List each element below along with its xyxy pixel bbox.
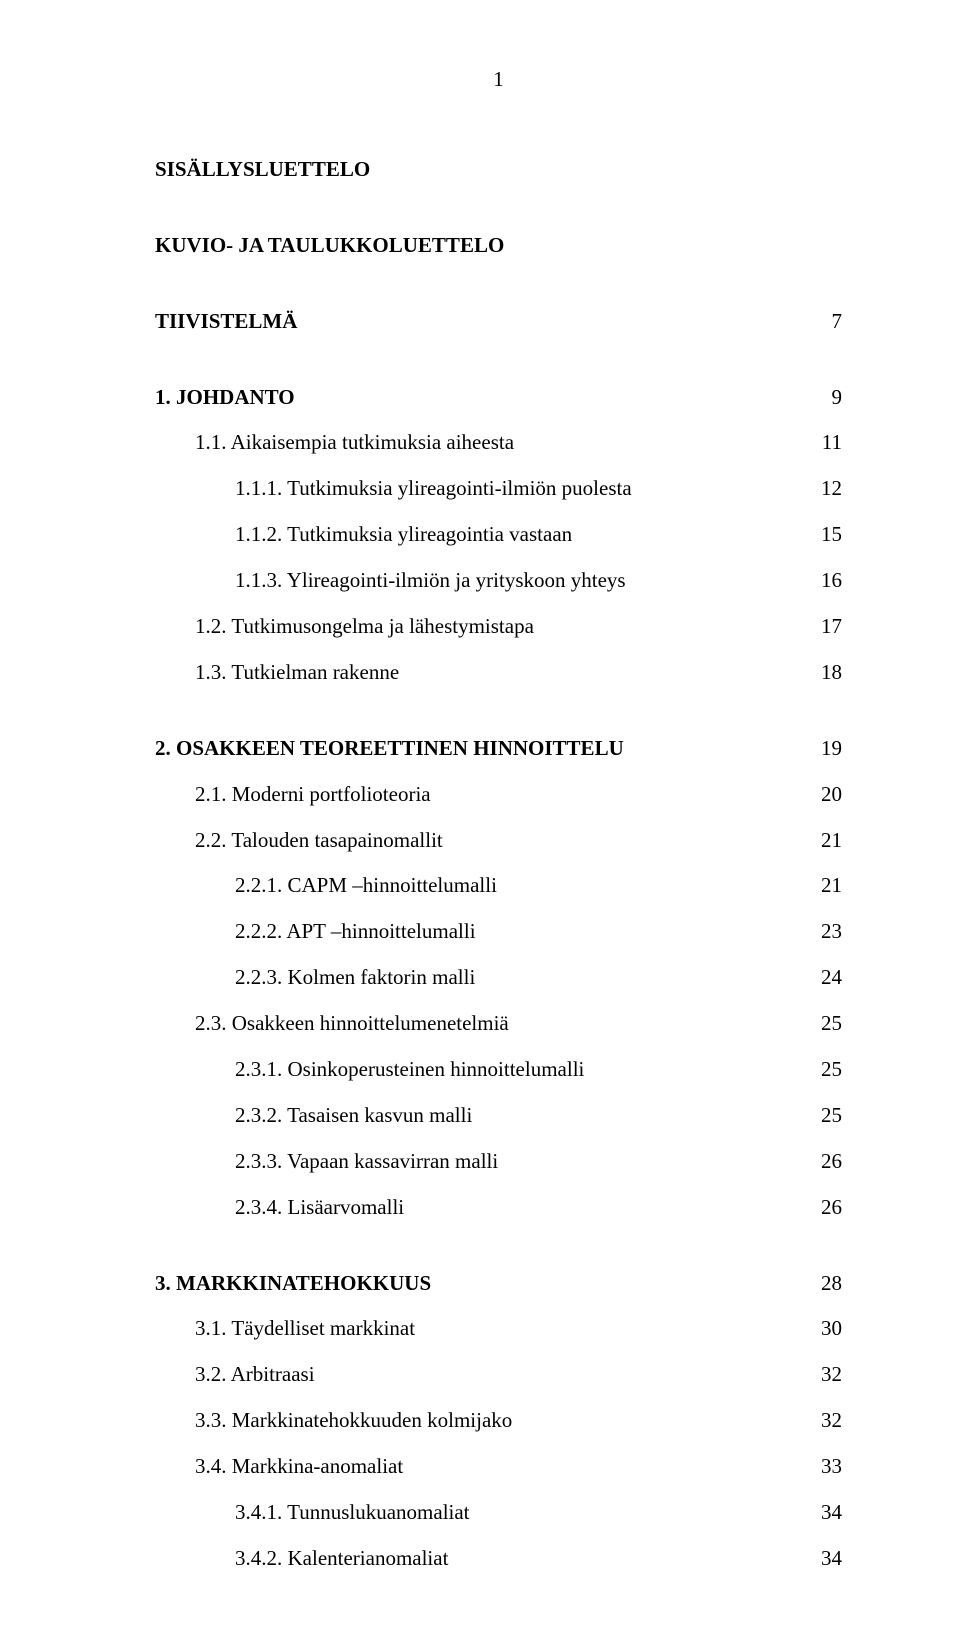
toc-label: 2. OSAKKEEN TEOREETTINEN HINNOITTELU [155, 729, 812, 769]
toc-page-num: 25 [812, 1004, 842, 1044]
toc-label: 2.3.1. Osinkoperusteinen hinnoittelumall… [155, 1050, 812, 1090]
toc-label: 1.1.2. Tutkimuksia ylireagointia vastaan [155, 515, 812, 555]
toc-page-num: 25 [812, 1050, 842, 1090]
toc-page-num: 26 [812, 1142, 842, 1182]
toc-page-num: 15 [812, 515, 842, 555]
toc-chapters: 1. JOHDANTO91.1. Aikaisempia tutkimuksia… [155, 378, 842, 1579]
toc-label: 2.2.1. CAPM –hinnoittelumalli [155, 866, 812, 906]
toc-row: 2.3.3. Vapaan kassavirran malli26 [155, 1142, 842, 1182]
page-number: 1 [155, 60, 842, 100]
toc-row: 3.3. Markkinatehokkuuden kolmijako32 [155, 1401, 842, 1441]
toc-page-num: 19 [812, 729, 842, 769]
toc-row: 2.3. Osakkeen hinnoittelumenetelmiä25 [155, 1004, 842, 1044]
toc-label: 3.4.1. Tunnuslukuanomaliat [155, 1493, 812, 1533]
toc-label: 1.1.1. Tutkimuksia ylireagointi-ilmiön p… [155, 469, 812, 509]
toc-label: 2.1. Moderni portfolioteoria [155, 775, 812, 815]
toc-label: 1.1. Aikaisempia tutkimuksia aiheesta [155, 423, 812, 463]
toc-label: 3.1. Täydelliset markkinat [155, 1309, 812, 1349]
toc-row: 2.2.2. APT –hinnoittelumalli23 [155, 912, 842, 952]
toc-page-num: 17 [812, 607, 842, 647]
toc-page-num: 9 [812, 378, 842, 418]
toc-chapter-row: 2. OSAKKEEN TEOREETTINEN HINNOITTELU19 [155, 729, 842, 769]
toc-row: 2.1. Moderni portfolioteoria20 [155, 775, 842, 815]
toc-row: 2.3.1. Osinkoperusteinen hinnoittelumall… [155, 1050, 842, 1090]
toc-row: 1.3. Tutkielman rakenne18 [155, 653, 842, 693]
toc-page-num: 33 [812, 1447, 842, 1487]
toc-label: TIIVISTELMÄ [155, 302, 812, 342]
toc-row: 3.4.1. Tunnuslukuanomaliat34 [155, 1493, 842, 1533]
toc-row: 2.2. Talouden tasapainomallit21 [155, 821, 842, 861]
toc-page-num: 32 [812, 1401, 842, 1441]
toc-label: 1.3. Tutkielman rakenne [155, 653, 812, 693]
toc-page: 1 SISÄLLYSLUETTELO KUVIO- JA TAULUKKOLUE… [0, 0, 960, 1639]
toc-label: 3. MARKKINATEHOKKUUS [155, 1264, 812, 1304]
toc-page-num: 24 [812, 958, 842, 998]
heading-sisallysluettelo: SISÄLLYSLUETTELO [155, 150, 842, 190]
toc-label: 2.3.4. Lisäarvomalli [155, 1188, 812, 1228]
toc-label: 2.2.2. APT –hinnoittelumalli [155, 912, 812, 952]
toc-label: 2.3.3. Vapaan kassavirran malli [155, 1142, 812, 1182]
toc-row: 3.4.2. Kalenterianomaliat34 [155, 1539, 842, 1579]
toc-page-num: 32 [812, 1355, 842, 1395]
toc-page-num: 30 [812, 1309, 842, 1349]
toc-row: 2.2.3. Kolmen faktorin malli24 [155, 958, 842, 998]
toc-row: 1.2. Tutkimusongelma ja lähestymistapa17 [155, 607, 842, 647]
toc-row: 3.4. Markkina-anomaliat33 [155, 1447, 842, 1487]
toc-row: 2.3.4. Lisäarvomalli26 [155, 1188, 842, 1228]
toc-label: 3.4.2. Kalenterianomaliat [155, 1539, 812, 1579]
toc-label: 1.2. Tutkimusongelma ja lähestymistapa [155, 607, 812, 647]
toc-page-num: 21 [812, 866, 842, 906]
toc-page-num: 12 [812, 469, 842, 509]
toc-row: 3.2. Arbitraasi32 [155, 1355, 842, 1395]
toc-page-num: 21 [812, 821, 842, 861]
toc-label: 2.3.2. Tasaisen kasvun malli [155, 1096, 812, 1136]
toc-row: 2.3.2. Tasaisen kasvun malli25 [155, 1096, 842, 1136]
toc-label: 1. JOHDANTO [155, 378, 812, 418]
heading-kuvio: KUVIO- JA TAULUKKOLUETTELO [155, 226, 842, 266]
toc-page-num: 26 [812, 1188, 842, 1228]
toc-row: 1.1.1. Tutkimuksia ylireagointi-ilmiön p… [155, 469, 842, 509]
toc-page-num: 16 [812, 561, 842, 601]
toc-page-num: 28 [812, 1264, 842, 1304]
toc-label: 2.2. Talouden tasapainomallit [155, 821, 812, 861]
toc-label: 3.4. Markkina-anomaliat [155, 1447, 812, 1487]
toc-page-num: 34 [812, 1493, 842, 1533]
toc-page-num: 20 [812, 775, 842, 815]
toc-label: 3.2. Arbitraasi [155, 1355, 812, 1395]
toc-row: 1.1.3. Ylireagointi-ilmiön ja yrityskoon… [155, 561, 842, 601]
toc-page-num: 23 [812, 912, 842, 952]
toc-page-num: 25 [812, 1096, 842, 1136]
toc-row: 3.1. Täydelliset markkinat30 [155, 1309, 842, 1349]
toc-page-num: 18 [812, 653, 842, 693]
toc-row: 2.2.1. CAPM –hinnoittelumalli21 [155, 866, 842, 906]
toc-label: 3.3. Markkinatehokkuuden kolmijako [155, 1401, 812, 1441]
toc-label: 2.2.3. Kolmen faktorin malli [155, 958, 812, 998]
toc-chapter-row: 3. MARKKINATEHOKKUUS28 [155, 1264, 842, 1304]
toc-page-num: 11 [812, 423, 842, 463]
toc-row-tiivistelma: TIIVISTELMÄ 7 [155, 302, 842, 342]
toc-chapter-row: 1. JOHDANTO9 [155, 378, 842, 418]
toc-page-num: 34 [812, 1539, 842, 1579]
toc-page-num: 7 [812, 302, 842, 342]
toc-label: 2.3. Osakkeen hinnoittelumenetelmiä [155, 1004, 812, 1044]
toc-row: 1.1. Aikaisempia tutkimuksia aiheesta11 [155, 423, 842, 463]
toc-label: 1.1.3. Ylireagointi-ilmiön ja yrityskoon… [155, 561, 812, 601]
toc-row: 1.1.2. Tutkimuksia ylireagointia vastaan… [155, 515, 842, 555]
